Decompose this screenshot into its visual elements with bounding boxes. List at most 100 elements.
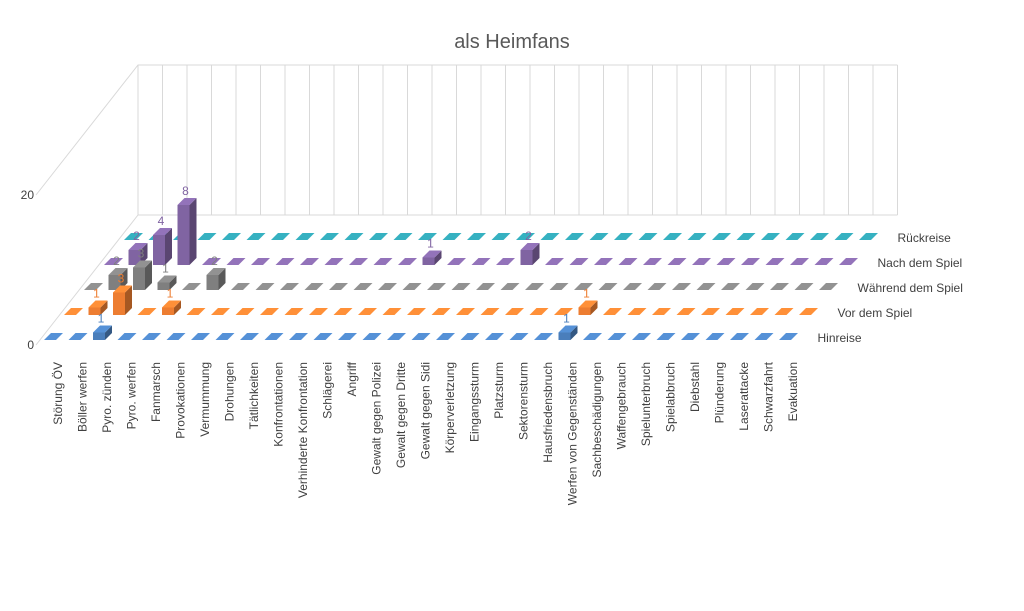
x-tick-label: Gewalt gegen Dritte — [394, 362, 408, 468]
bar-side — [165, 228, 172, 265]
bar — [456, 308, 475, 315]
bar — [540, 233, 560, 240]
bar-top — [349, 258, 368, 265]
bar-top — [509, 333, 529, 340]
bar-top — [701, 308, 720, 315]
bar — [603, 308, 622, 315]
bar — [565, 233, 584, 240]
bar-top — [418, 233, 437, 240]
bar-top — [431, 308, 451, 315]
bar-top — [300, 258, 319, 265]
value-label: 4 — [158, 214, 165, 228]
bar-top — [378, 283, 397, 290]
bar-top — [320, 233, 339, 240]
bar-top — [730, 333, 749, 340]
bar — [647, 283, 667, 290]
value-label: 2 — [113, 254, 120, 268]
bar-top — [569, 258, 589, 265]
x-tick-label: Plünderung — [713, 362, 727, 423]
bar — [534, 333, 553, 340]
bar-side — [169, 275, 177, 290]
bar — [705, 333, 725, 340]
bar — [235, 308, 255, 315]
bar-top — [667, 258, 687, 265]
bar-top — [93, 325, 112, 333]
grid-line — [35, 214, 898, 346]
bar — [496, 258, 515, 265]
bar-top — [491, 233, 511, 240]
bar-top — [594, 258, 613, 265]
bar-top — [313, 333, 333, 340]
bar-top — [240, 333, 259, 340]
bar — [725, 308, 745, 315]
x-tick-label: Vermummung — [198, 362, 212, 437]
bar-top — [516, 233, 535, 240]
bar — [349, 258, 368, 265]
bar — [859, 233, 878, 240]
bar-top — [520, 243, 540, 250]
bar — [589, 233, 609, 240]
bar-front — [578, 307, 591, 315]
bar — [255, 283, 275, 290]
bar-top — [373, 258, 393, 265]
bar — [618, 258, 638, 265]
bar-top — [607, 333, 627, 340]
bar-top — [235, 308, 255, 315]
bar-top — [436, 333, 455, 340]
bar — [211, 308, 230, 315]
bar-top — [529, 308, 549, 315]
bar — [431, 308, 451, 315]
x-tick-label: Laserattacke — [737, 362, 751, 431]
bar-top — [754, 333, 774, 340]
value-label: 1 — [162, 262, 169, 276]
bar — [93, 325, 112, 340]
x-tick-label: Werfen von Gegenständen — [566, 362, 580, 505]
x-tick-label: Störung ÖV — [51, 362, 65, 425]
bar — [304, 283, 324, 290]
bar-top — [407, 308, 426, 315]
bar-top — [304, 283, 324, 290]
bar-side — [434, 250, 442, 265]
bar-side — [532, 243, 540, 265]
bar-top — [166, 333, 186, 340]
bar — [202, 258, 221, 265]
bar-top — [676, 308, 696, 315]
x-tick-label: Hausfriedensbruch — [541, 362, 555, 463]
bar-top — [280, 283, 299, 290]
legend-label: Während dem Spiel — [858, 281, 963, 295]
bar — [153, 228, 172, 265]
bar — [362, 333, 382, 340]
bar — [761, 233, 780, 240]
bar — [676, 308, 696, 315]
bar-top — [574, 283, 593, 290]
bar — [64, 308, 83, 315]
bar-top — [162, 300, 181, 308]
bar-top — [589, 233, 609, 240]
bar — [819, 283, 838, 290]
bar-top — [770, 283, 789, 290]
bar-side — [189, 198, 197, 265]
x-tick-label: Tätlichkeiten — [247, 362, 261, 429]
bar-top — [681, 333, 700, 340]
bar-top — [534, 333, 553, 340]
bar-top — [113, 285, 132, 293]
bar — [418, 233, 437, 240]
bar-top — [124, 233, 143, 240]
bar — [128, 243, 148, 265]
bar-top — [745, 283, 765, 290]
bar — [251, 258, 270, 265]
bar — [275, 258, 295, 265]
bar-top — [554, 308, 573, 315]
bar-top — [814, 258, 834, 265]
bar-top — [819, 283, 838, 290]
bar — [529, 308, 549, 315]
bar-top — [632, 333, 651, 340]
bar-top — [656, 333, 676, 340]
x-tick-label: Sachbeschädigungen — [590, 362, 604, 477]
bar-top — [182, 283, 201, 290]
bar-front — [153, 235, 165, 265]
bar — [142, 333, 161, 340]
value-label: 1 — [583, 287, 590, 301]
y-tick-label: 0 — [27, 338, 34, 352]
bar — [108, 268, 128, 290]
